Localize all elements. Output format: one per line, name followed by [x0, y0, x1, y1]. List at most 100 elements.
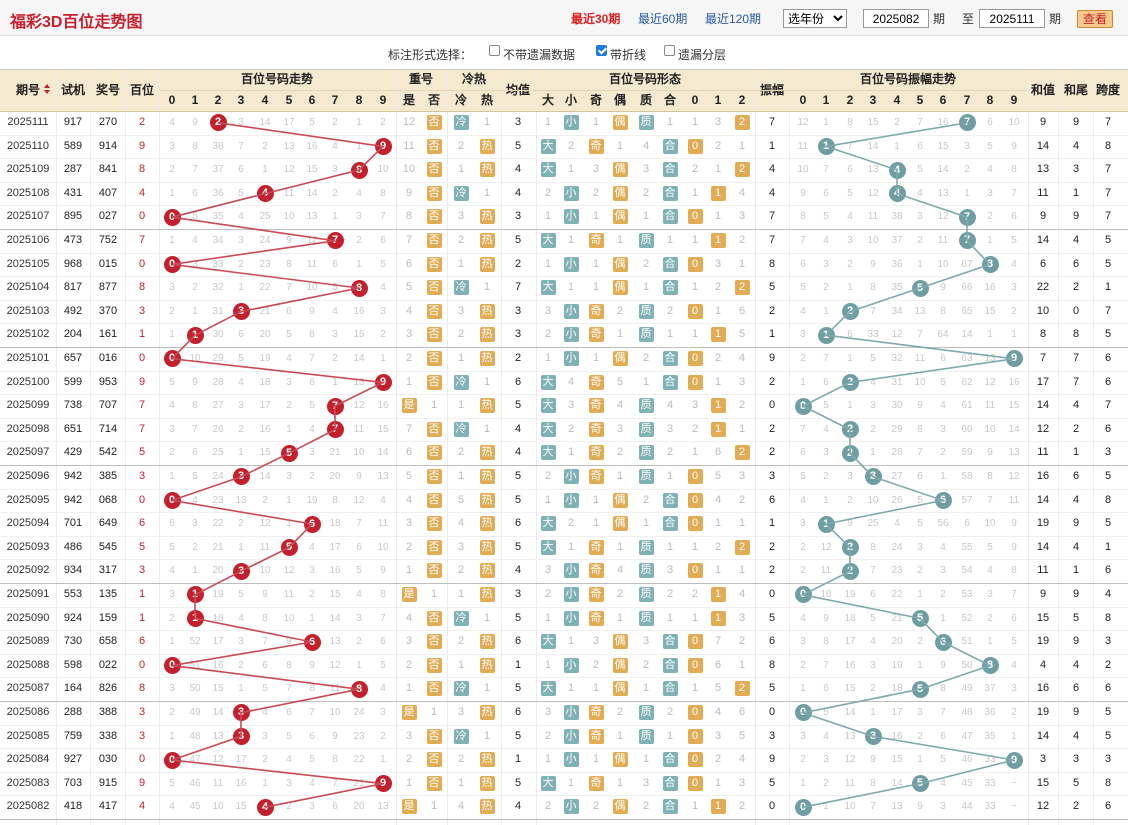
form-miss: 3	[616, 422, 624, 435]
form-tag-label: 奇	[588, 398, 604, 414]
repeat-tag: 否	[423, 772, 445, 796]
trend-miss-cell: 8	[380, 589, 386, 600]
hundreds-ball: 6	[303, 633, 321, 651]
query-button[interactable]: 查看	[1077, 10, 1113, 28]
trend-miss-cell: 4	[286, 754, 292, 766]
trend-miss-cell: 34	[212, 235, 224, 246]
tail-cell: 2	[1072, 800, 1080, 813]
sort-up-icon[interactable]	[44, 84, 50, 88]
form-tag-label: 奇	[588, 563, 604, 579]
trend-miss-cell: 10	[189, 353, 201, 364]
form-miss: 3	[544, 564, 552, 577]
trial-cell: 553	[63, 588, 83, 600]
trend-digit-header: 9	[379, 93, 387, 107]
amp-miss-cell: 9	[917, 801, 923, 813]
trend-miss-cell: 24	[353, 707, 365, 718]
range-link-60[interactable]: 最近60期	[638, 12, 688, 26]
trend-miss-cell: 15	[235, 801, 247, 813]
trend-miss-cell: 15	[259, 447, 271, 459]
form-tag-label: 2	[734, 162, 750, 178]
hundreds-ball: 7	[326, 232, 344, 250]
amp-miss-cell: 12	[867, 187, 879, 199]
amp-miss-cell: ~	[1011, 801, 1017, 813]
form-miss: 4	[642, 139, 650, 152]
form-sub-header: 2	[738, 93, 746, 107]
range-link-120[interactable]: 最近120期	[705, 12, 762, 26]
form-tag-label: 1	[710, 610, 726, 626]
form-tag: 合	[659, 158, 681, 182]
amp-miss-cell: 5	[823, 211, 829, 223]
row-line	[0, 535, 1128, 537]
hundreds-ball: 9	[374, 137, 392, 155]
row-line	[0, 276, 1128, 278]
hotcold-miss: 2	[457, 328, 465, 341]
form-miss: 2	[616, 588, 624, 600]
amp-miss-cell: 3	[800, 329, 806, 341]
form-tag-label: 大	[540, 138, 556, 154]
option-checkbox-no-miss[interactable]	[489, 45, 500, 56]
column-divider	[789, 69, 790, 825]
sum-cell: 14	[1036, 540, 1050, 553]
repeat-tag-label: 否	[426, 539, 442, 555]
option-checkbox-line[interactable]	[596, 45, 607, 56]
form-tag: 2	[731, 441, 753, 465]
form-tag: 偶	[609, 276, 631, 300]
repeat-miss: 6	[405, 257, 413, 270]
option-checkbox-layer[interactable]	[664, 45, 675, 56]
form-tag: 0	[684, 253, 706, 277]
avg-cell: 2	[514, 257, 522, 270]
amp-miss-cell: 49	[961, 683, 973, 695]
trend-miss-cell: 16	[329, 565, 341, 577]
trend-miss-cell: 7	[380, 612, 386, 624]
hotcold-miss: 1	[483, 281, 491, 294]
amp-miss-cell: 3	[917, 541, 923, 553]
trend-miss-cell: 4	[192, 235, 198, 246]
trend-miss-cell: 11	[283, 589, 295, 600]
amp-miss-cell: 10	[984, 423, 996, 435]
year-select[interactable]: 选年份	[783, 9, 847, 28]
form-tag: 0	[684, 701, 706, 725]
option-bar: 标注形式选择： 不带遗漏数据 带折线 遗漏分层	[0, 37, 1128, 68]
sort-down-icon[interactable]	[44, 90, 50, 94]
amp-miss-cell: 5	[987, 140, 993, 152]
range-link-30[interactable]: 最近30期	[571, 12, 621, 26]
form-miss: 1	[616, 729, 624, 742]
trial-cell: 917	[63, 116, 83, 128]
repeat-tag: 否	[423, 323, 445, 347]
form-sub-header: 质	[639, 93, 652, 107]
amp-miss-cell: 1	[847, 282, 853, 294]
amp-miss-cell: 8	[1011, 565, 1017, 577]
group-separator	[0, 347, 1128, 348]
form-tag-label: 大	[540, 634, 556, 650]
amp-miss-cell: 14	[1008, 423, 1020, 435]
trend-miss-cell: 35	[212, 211, 224, 223]
trend-miss-cell: 7	[356, 518, 362, 530]
form-tag-label: 合	[662, 185, 678, 201]
form-tag-label: 质	[638, 327, 654, 343]
repeat-sub-header: 否	[427, 93, 440, 107]
amp-miss-cell: 52	[961, 612, 973, 624]
form-miss: 1	[592, 493, 600, 506]
trial-cell: 759	[63, 729, 83, 742]
form-tag: 0	[684, 300, 706, 324]
span-cell: 7	[1104, 399, 1112, 412]
form-tag: 0	[684, 135, 706, 159]
form-tag-label: 小	[563, 209, 579, 225]
repeat-tag: 否	[423, 748, 445, 772]
amp-miss-cell: 32	[891, 353, 903, 364]
to-issue-input[interactable]	[979, 9, 1045, 28]
trial-cell: 473	[63, 234, 83, 246]
repeat-tag: 否	[423, 300, 445, 324]
trend-miss-cell: 25	[259, 211, 271, 223]
amp-miss-cell: 4	[987, 565, 993, 577]
form-tag-label: 偶	[612, 634, 628, 650]
form-tag: 合	[659, 253, 681, 277]
form-tag-label: 0	[687, 657, 703, 673]
from-issue-input[interactable]	[863, 9, 929, 28]
repeat-tag-label: 否	[426, 421, 442, 437]
repeat-tag-label: 否	[426, 185, 442, 201]
repeat-miss: 1	[405, 375, 413, 388]
trend-miss-cell: 6	[286, 305, 292, 317]
span-cell: 6	[1104, 352, 1112, 364]
hundreds-cell: 0	[138, 493, 146, 506]
